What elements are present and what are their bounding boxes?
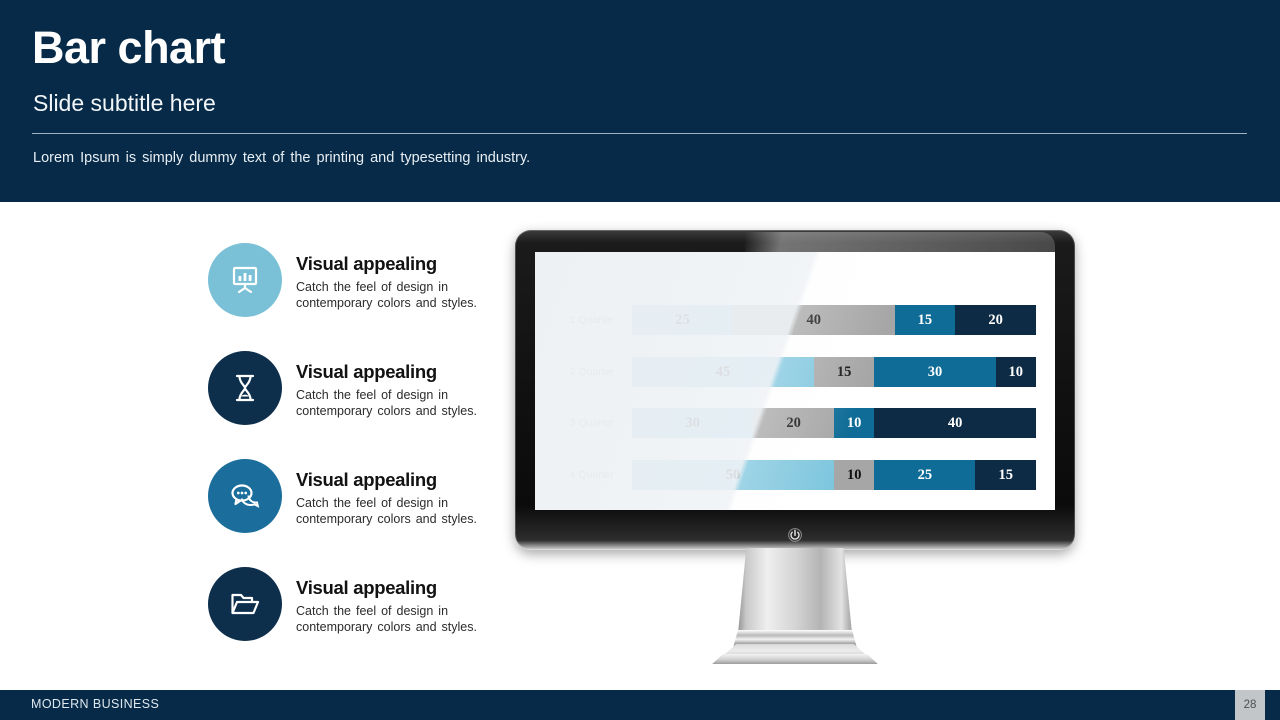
feature-icon-circle-1: [208, 243, 282, 317]
page-number-badge: 28: [1235, 690, 1265, 720]
chart-segment: 25: [632, 305, 733, 335]
chart-bar: 25 40 15 20: [632, 305, 1036, 335]
monitor-stand-foot: [712, 654, 878, 664]
chart-bar: 30 20 10 40: [632, 408, 1036, 438]
feature-item-4[interactable]: Visual appealing Catch the feel of desig…: [208, 567, 508, 675]
feature-item-2[interactable]: Visual appealing Catch the feel of desig…: [208, 351, 508, 459]
chart-row: 2 Quarter 45 15 30 10: [535, 356, 1055, 387]
page-subtitle: Slide subtitle here: [33, 90, 216, 116]
feature-icon-circle-4: [208, 567, 282, 641]
feature-list: Visual appealing Catch the feel of desig…: [208, 243, 508, 675]
feature-desc-4: Catch the feel of design in contemporary…: [296, 604, 477, 634]
stacked-bar-chart: 1 Quarter 25 40 15 20 2 Quarter 45 15 30 10 3 Quar…: [535, 252, 1055, 510]
feature-icon-circle-3: [208, 459, 282, 533]
feature-desc-2: Catch the feel of design in contemporary…: [296, 388, 477, 418]
monitor-stand-hinge: [733, 630, 857, 648]
monitor-stand-neck: [737, 548, 853, 644]
feature-desc-1: Catch the feel of design in contemporary…: [296, 280, 477, 310]
chart-row-label: 4 Quarter: [569, 468, 614, 481]
chart-segment: 15: [894, 305, 956, 335]
speech-bubbles-icon: [227, 478, 263, 514]
feature-desc-3: Catch the feel of design in contemporary…: [296, 496, 477, 526]
chart-row: 1 Quarter 25 40 15 20: [535, 305, 1055, 335]
monitor-mockup: 1 Quarter 25 40 15 20 2 Quarter 45 15 30 10 3 Quar…: [515, 230, 1075, 664]
footer-brand: MODERN BUSINESS: [31, 697, 160, 711]
chart-segment: 50: [632, 459, 834, 490]
chart-segment: 30: [874, 356, 996, 387]
feature-title-3: Visual appealing: [296, 469, 437, 490]
chart-segment: 40: [733, 305, 895, 335]
monitor-screen: 1 Quarter 25 40 15 20 2 Quarter 45 15 30 10 3 Quar…: [535, 252, 1055, 510]
chart-segment: 25: [874, 459, 976, 490]
open-folder-icon: [227, 586, 263, 622]
feature-item-3[interactable]: Visual appealing Catch the feel of desig…: [208, 459, 508, 567]
header-divider: [32, 133, 1247, 134]
power-icon[interactable]: [787, 527, 803, 543]
feature-item-1[interactable]: Visual appealing Catch the feel of desig…: [208, 243, 508, 351]
chart-segment: 20: [955, 305, 1036, 335]
chart-segment: 40: [874, 408, 1036, 438]
feature-title-2: Visual appealing: [296, 361, 437, 382]
chart-row-label: 3 Quarter: [569, 417, 614, 429]
page-title: Bar chart: [32, 22, 226, 73]
header-lead-text: Lorem Ipsum is simply dummy text of the …: [33, 150, 531, 166]
slide-footer: MODERN BUSINESS: [0, 690, 1280, 720]
chart-segment: 15: [813, 356, 875, 387]
chart-row-label: 1 Quarter: [569, 314, 614, 326]
chart-segment: 10: [834, 459, 875, 490]
feature-title-4: Visual appealing: [296, 577, 437, 598]
chart-bar: 45 15 30 10: [632, 356, 1036, 387]
slide-header: Bar chart Slide subtitle here Lorem Ipsu…: [0, 0, 1280, 202]
chart-segment: 30: [632, 408, 754, 438]
hourglass-icon: [228, 371, 262, 405]
chart-row-label: 2 Quarter: [569, 365, 614, 378]
presentation-chart-icon: [227, 262, 263, 298]
feature-title-1: Visual appealing: [296, 253, 437, 274]
feature-icon-circle-2: [208, 351, 282, 425]
chart-segment: 20: [753, 408, 834, 438]
chart-bar: 50 10 25 15: [632, 459, 1036, 490]
chart-segment: 10: [833, 408, 875, 438]
chart-segment: 15: [975, 459, 1036, 490]
chart-row: 4 Quarter 50 10 25 15: [535, 459, 1055, 490]
chart-segment: 10: [995, 356, 1036, 387]
chart-row: 3 Quarter 30 20 10 40: [535, 408, 1055, 438]
chart-segment: 45: [632, 356, 814, 387]
